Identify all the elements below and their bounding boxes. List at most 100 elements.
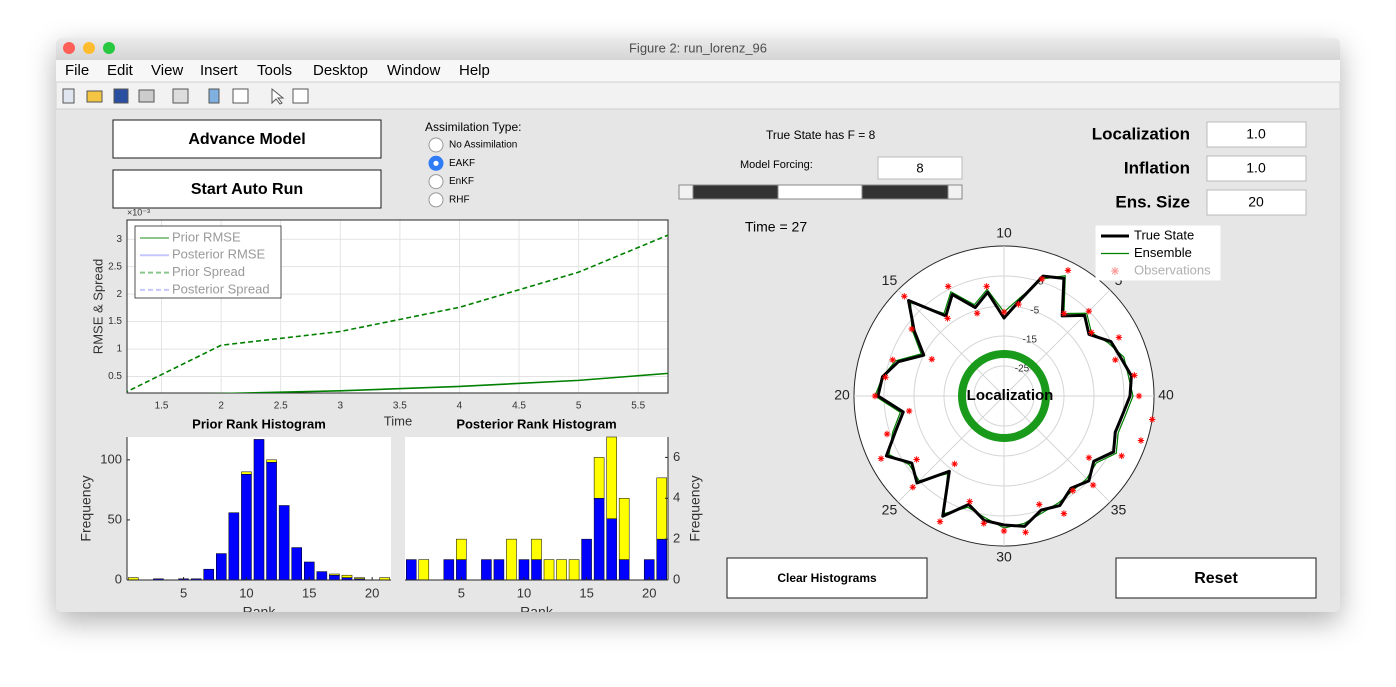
observation-marker	[901, 293, 908, 300]
new-icon[interactable]	[62, 88, 75, 104]
grid-spoke	[1003, 289, 1111, 397]
menu-item[interactable]: Tools	[257, 62, 292, 79]
zoom-button[interactable]	[103, 42, 115, 54]
forcing-input[interactable]	[877, 156, 963, 180]
menu-item[interactable]: File	[65, 62, 89, 79]
ens_size-input[interactable]	[1206, 189, 1307, 216]
theta-tick-label: 30	[996, 549, 1012, 565]
y-tick-label: 2	[673, 531, 680, 546]
bar	[354, 577, 365, 580]
x-tick-label: 10	[517, 585, 531, 600]
x-tick-label: 5.5	[631, 401, 645, 412]
start-auto-run-button[interactable]	[112, 169, 382, 209]
localization-ring	[958, 350, 1050, 442]
r-tick-label: -5	[1030, 306, 1039, 317]
theta-tick-label: 35	[1111, 501, 1127, 517]
observation-marker	[1088, 329, 1095, 336]
inflation-input[interactable]	[1206, 155, 1307, 182]
x-tick-label: 3	[338, 401, 344, 412]
series-line	[876, 274, 1133, 528]
observation-marker	[966, 498, 973, 505]
observation-marker	[1022, 529, 1029, 536]
observation-marker	[871, 392, 879, 400]
bar	[643, 559, 655, 581]
menu-item[interactable]: Edit	[107, 62, 134, 79]
x-tick-label: 3.5	[393, 401, 407, 412]
export-icon[interactable]	[172, 88, 189, 104]
print-icon[interactable]	[138, 89, 155, 103]
y-tick-label: 100	[100, 451, 122, 466]
advance-model-label: Advance Model	[188, 131, 305, 148]
pointer-icon[interactable]	[271, 87, 285, 105]
inflation-label: Inflation	[1124, 158, 1190, 177]
reset-button[interactable]	[1115, 557, 1317, 599]
bar	[329, 574, 340, 581]
property-icon[interactable]	[292, 88, 309, 104]
observation-marker	[1064, 267, 1072, 274]
y-tick-label: 2.5	[108, 261, 122, 272]
minimize-button[interactable]	[83, 42, 95, 54]
bar	[568, 559, 580, 581]
menu-item[interactable]: Desktop	[313, 62, 368, 79]
open-icon[interactable]	[86, 90, 103, 103]
menu-item[interactable]: Insert	[200, 62, 238, 79]
r-tick-label: -25	[1015, 364, 1030, 375]
legend-icon[interactable]	[232, 88, 249, 104]
theta-tick-label: 10	[996, 225, 1012, 241]
y-tick-label: 0	[115, 571, 122, 586]
reset-label: Reset	[1194, 570, 1238, 587]
observation-marker	[1115, 334, 1123, 341]
link-icon[interactable]	[208, 88, 220, 104]
menu-item[interactable]: Help	[459, 62, 490, 79]
localization-input[interactable]	[1206, 121, 1307, 148]
x-tick-label: 15	[302, 585, 316, 600]
menu-item[interactable]: View	[151, 62, 183, 79]
bar	[556, 559, 567, 581]
bar	[593, 498, 605, 581]
legend-label: Posterior RMSE	[172, 247, 266, 262]
x-axis-label: Rank	[520, 604, 554, 620]
slider-left-arrow[interactable]	[678, 184, 694, 200]
bar	[316, 571, 328, 581]
menu-item[interactable]: Window	[387, 62, 441, 79]
bar	[531, 559, 542, 581]
bar	[506, 538, 517, 581]
x-tick-label: 15	[579, 585, 593, 600]
bar	[241, 471, 252, 475]
radio-button[interactable]	[428, 192, 444, 208]
bar	[266, 459, 277, 463]
clear-histograms-label: Clear Histograms	[777, 571, 877, 585]
bar	[418, 559, 430, 581]
radio-button[interactable]	[428, 137, 444, 153]
observation-marker	[1000, 527, 1008, 535]
y-tick-label: 1	[116, 344, 122, 355]
true-state-label: True State has F = 8	[766, 128, 876, 142]
x-tick-label: 10	[239, 585, 253, 600]
bar	[266, 461, 277, 581]
slider-right-arrow[interactable]	[947, 184, 963, 200]
y-tick-label: 50	[108, 511, 122, 526]
y-axis-label: Frequency	[78, 475, 94, 541]
slider-thumb[interactable]	[777, 184, 863, 200]
observation-marker	[980, 520, 988, 527]
bar	[253, 439, 265, 581]
x-tick-label: 2	[218, 401, 224, 412]
annotation: Localization	[967, 387, 1054, 404]
close-button[interactable]	[63, 42, 75, 54]
x-tick-label: 5	[458, 585, 465, 600]
observation-marker	[1089, 481, 1097, 489]
y-exponent: ×10⁻³	[127, 207, 150, 217]
clear-histograms-button[interactable]	[726, 557, 928, 599]
x-tick-label: 5	[576, 401, 582, 412]
x-tick-label: 1.5	[155, 401, 169, 412]
window-title: Figure 2: run_lorenz_96	[629, 40, 767, 55]
advance-model-button[interactable]	[112, 119, 382, 159]
legend-label: Prior RMSE	[172, 229, 241, 244]
legend-swatch	[1111, 267, 1119, 275]
bar	[406, 559, 417, 581]
x-tick-label: 4.5	[512, 401, 526, 412]
radio-button[interactable]	[428, 174, 444, 190]
y-tick-label: 4	[673, 490, 680, 505]
save-icon[interactable]	[113, 88, 129, 104]
x-tick-label: 4	[457, 401, 463, 412]
